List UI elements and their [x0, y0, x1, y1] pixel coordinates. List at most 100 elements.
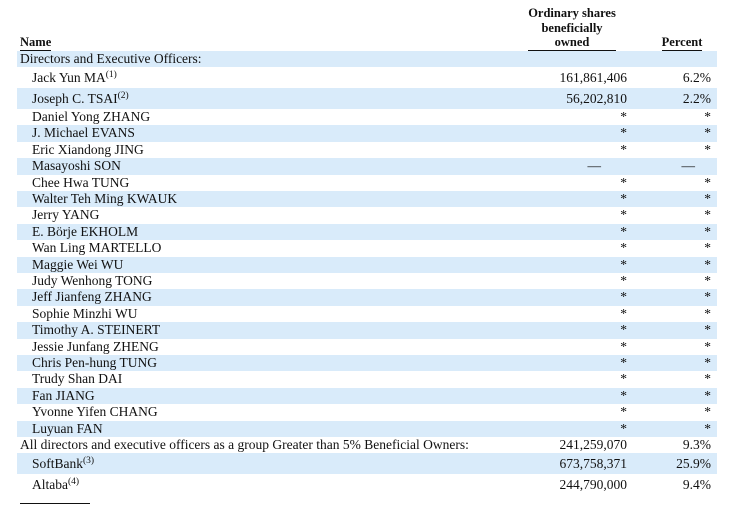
footnote-ref: (1): [105, 69, 117, 80]
row-shares: 56,202,810: [497, 87, 647, 109]
footnote-ref: (4): [68, 477, 80, 488]
row-percent: *: [704, 338, 711, 354]
row-name: Wan Ling MARTELLO: [32, 240, 162, 256]
table-row: Yvonne Yifen CHANG * *: [17, 404, 717, 420]
row-shares: *: [497, 256, 647, 273]
row-name: Chris Pen-hung TUNG: [17, 355, 497, 372]
row-name: Jessie Junfang ZHENG: [32, 338, 159, 354]
row-shares: *: [620, 272, 627, 288]
row-shares: *: [497, 420, 647, 438]
row-name: Joseph C. TSAI(2): [17, 87, 497, 109]
table-row: E. Börje EKHOLM * *: [17, 223, 717, 241]
row-shares: —: [497, 158, 647, 175]
row-percent: *: [704, 371, 711, 387]
row-name: Judy Wenhong TONG: [32, 272, 153, 288]
row-percent: 9.4%: [682, 477, 711, 493]
table-row: All directors and executive officers as …: [17, 437, 717, 453]
row-percent: *: [704, 141, 711, 157]
row-percent: *: [704, 404, 711, 420]
row-percent: 2.2%: [647, 87, 717, 109]
row-shares: *: [620, 108, 627, 124]
row-name: Jerry YANG: [32, 207, 100, 223]
row-percent: *: [647, 387, 717, 405]
row-shares: *: [497, 387, 647, 405]
row-shares: *: [620, 404, 627, 420]
percent-header: Percent: [661, 35, 703, 51]
row-percent: *: [704, 240, 711, 256]
row-name: Yvonne Yifen CHANG: [32, 404, 158, 420]
table-row: Luyuan FAN * *: [17, 420, 717, 438]
row-percent: *: [647, 289, 717, 306]
row-percent: 6.2%: [682, 69, 711, 85]
table-row: Chee Hwa TUNG * *: [17, 175, 717, 191]
row-percent: *: [647, 322, 717, 339]
beneficial-ownership-table: Name Ordinary shares beneficially owned Pe…: [17, 6, 717, 495]
footnote-ref: (2): [117, 90, 129, 101]
table-row: Trudy Shan DAI * *: [17, 371, 717, 387]
row-percent: *: [647, 256, 717, 273]
row-name: Trudy Shan DAI: [32, 371, 123, 387]
row-shares: *: [620, 338, 627, 354]
row-name: Jack Yun MA(1): [32, 69, 117, 85]
table-row: Wan Ling MARTELLO * *: [17, 240, 717, 256]
footnote-ref: (3): [83, 456, 95, 467]
row-name: Maggie Wei WU: [17, 256, 497, 273]
row-percent: *: [704, 272, 711, 288]
table-row: Chris Pen-hung TUNG * *: [17, 355, 717, 372]
table-row: Sophie Minzhi WU * *: [17, 306, 717, 322]
row-shares: *: [497, 322, 647, 339]
row-percent: *: [647, 223, 717, 241]
row-name: Altaba(4): [32, 477, 80, 493]
table-row: Maggie Wei WU * *: [17, 256, 717, 273]
row-percent: *: [647, 355, 717, 372]
row-shares: *: [620, 141, 627, 157]
row-name: SoftBank(3): [17, 453, 497, 475]
table-row: Masayoshi SON — —: [17, 158, 717, 175]
row-name: Walter Teh Ming KWAUK: [17, 190, 497, 208]
row-percent: 9.3%: [682, 437, 711, 453]
row-shares: *: [620, 240, 627, 256]
row-name: E. Börje EKHOLM: [17, 223, 497, 241]
table-row: Jeff Jianfeng ZHANG * *: [17, 289, 717, 306]
table-row: Jerry YANG * *: [17, 207, 717, 223]
table-row: Jack Yun MA(1) 161,861,406 6.2%: [17, 67, 717, 88]
row-shares: *: [497, 289, 647, 306]
table-row: Joseph C. TSAI(2) 56,202,810 2.2%: [17, 87, 717, 109]
table-row: Timothy A. STEINERT * *: [17, 322, 717, 339]
row-name: All directors and executive officers as …: [20, 437, 469, 453]
row-shares: *: [620, 207, 627, 223]
row-percent: *: [647, 125, 717, 142]
row-percent: —: [647, 158, 717, 175]
table-row: Altaba(4) 244,790,000 9.4%: [17, 474, 717, 495]
footnote-rule: [20, 503, 90, 504]
row-name: Masayoshi SON: [17, 158, 497, 175]
row-percent: *: [704, 305, 711, 321]
row-shares: *: [497, 355, 647, 372]
row-name: Jeff Jianfeng ZHANG: [17, 289, 497, 306]
table-row: Eric Xiandong JING * *: [17, 142, 717, 158]
row-name: Timothy A. STEINERT: [17, 322, 497, 339]
row-percent: *: [647, 190, 717, 208]
row-shares: 161,861,406: [559, 69, 628, 85]
section-title: Directors and Executive Officers:: [17, 50, 717, 67]
row-shares: *: [497, 190, 647, 208]
table-row: Judy Wenhong TONG * *: [17, 273, 717, 289]
table-row: Jessie Junfang ZHENG * *: [17, 339, 717, 355]
row-name: Luyuan FAN: [17, 420, 497, 438]
section-title-row: Directors and Executive Officers:: [17, 50, 717, 67]
header-row: Name Ordinary shares beneficially owned Pe…: [17, 6, 717, 51]
table-row: SoftBank(3) 673,758,371 25.9%: [17, 453, 717, 475]
row-name: J. Michael EVANS: [17, 125, 497, 142]
row-shares: 244,790,000: [559, 477, 628, 493]
row-percent: *: [704, 174, 711, 190]
shares-header: Ordinary shares beneficially owned: [528, 6, 616, 51]
row-shares: *: [620, 305, 627, 321]
row-percent: 25.9%: [647, 453, 717, 475]
table-row: Fan JIANG * *: [17, 387, 717, 405]
name-header: Name: [20, 35, 52, 51]
table-row: J. Michael EVANS * *: [17, 125, 717, 142]
row-shares: 241,259,070: [559, 437, 628, 453]
row-name: Daniel Yong ZHANG: [32, 108, 151, 124]
row-shares: *: [497, 223, 647, 241]
